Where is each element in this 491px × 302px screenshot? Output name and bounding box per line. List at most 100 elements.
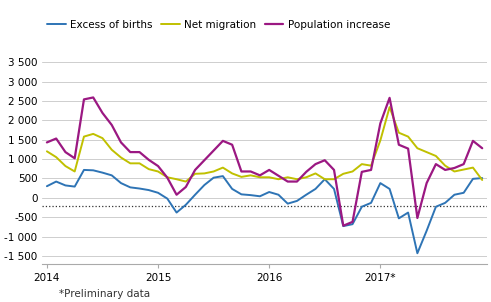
Excess of births: [350, 222, 355, 226]
Excess of births: [164, 197, 170, 201]
Population increase: [405, 147, 411, 150]
Net migration: [479, 178, 485, 182]
Population increase: [257, 174, 263, 177]
Net migration: [220, 166, 226, 169]
Net migration: [164, 175, 170, 179]
Population increase: [192, 168, 198, 172]
Net migration: [81, 135, 87, 138]
Population increase: [239, 170, 245, 173]
Population increase: [470, 139, 476, 143]
Population increase: [285, 180, 291, 183]
Population increase: [220, 139, 226, 143]
Text: *Preliminary data: *Preliminary data: [59, 289, 150, 299]
Excess of births: [313, 187, 319, 191]
Excess of births: [368, 201, 374, 205]
Net migration: [90, 132, 96, 136]
Population increase: [461, 162, 466, 166]
Net migration: [211, 170, 217, 173]
Population increase: [155, 164, 161, 168]
Population increase: [350, 220, 355, 224]
Excess of births: [275, 193, 281, 197]
Excess of births: [201, 183, 207, 187]
Net migration: [109, 148, 115, 152]
Net migration: [146, 167, 152, 171]
Net migration: [127, 162, 133, 165]
Net migration: [386, 105, 392, 109]
Population increase: [451, 166, 457, 170]
Excess of births: [109, 174, 115, 177]
Excess of births: [303, 193, 309, 197]
Population increase: [340, 224, 346, 227]
Population increase: [248, 170, 254, 173]
Excess of births: [155, 191, 161, 194]
Excess of births: [146, 188, 152, 192]
Excess of births: [53, 180, 59, 183]
Population increase: [127, 150, 133, 154]
Population increase: [331, 168, 337, 172]
Net migration: [405, 135, 411, 138]
Net migration: [229, 172, 235, 175]
Excess of births: [322, 177, 327, 181]
Net migration: [451, 170, 457, 173]
Net migration: [257, 175, 263, 179]
Excess of births: [229, 187, 235, 191]
Excess of births: [340, 224, 346, 228]
Net migration: [424, 150, 430, 154]
Net migration: [414, 146, 420, 150]
Excess of births: [461, 191, 466, 194]
Net migration: [331, 177, 337, 181]
Line: Net migration: Net migration: [47, 107, 482, 182]
Excess of births: [118, 181, 124, 185]
Population increase: [229, 143, 235, 146]
Excess of births: [470, 177, 476, 181]
Excess of births: [424, 229, 430, 233]
Population increase: [433, 162, 439, 166]
Line: Population increase: Population increase: [47, 98, 482, 226]
Population increase: [313, 162, 319, 166]
Population increase: [359, 170, 365, 174]
Net migration: [53, 155, 59, 159]
Population increase: [136, 150, 142, 154]
Net migration: [442, 164, 448, 168]
Population increase: [90, 96, 96, 99]
Net migration: [62, 164, 68, 168]
Excess of births: [127, 185, 133, 189]
Population increase: [322, 159, 327, 162]
Net migration: [183, 180, 189, 183]
Excess of births: [100, 171, 106, 175]
Population increase: [183, 185, 189, 189]
Net migration: [294, 177, 300, 181]
Excess of births: [183, 203, 189, 207]
Net migration: [72, 170, 78, 173]
Net migration: [275, 177, 281, 181]
Legend: Excess of births, Net migration, Population increase: Excess of births, Net migration, Populat…: [48, 20, 390, 30]
Excess of births: [72, 185, 78, 188]
Population increase: [396, 143, 402, 146]
Excess of births: [239, 193, 245, 196]
Population increase: [146, 158, 152, 162]
Net migration: [359, 162, 365, 166]
Population increase: [442, 168, 448, 172]
Net migration: [174, 177, 180, 181]
Population increase: [174, 193, 180, 197]
Line: Excess of births: Excess of births: [47, 170, 482, 253]
Excess of births: [378, 181, 383, 185]
Excess of births: [192, 193, 198, 197]
Net migration: [433, 154, 439, 158]
Net migration: [368, 164, 374, 168]
Net migration: [350, 170, 355, 173]
Excess of births: [414, 252, 420, 255]
Net migration: [44, 149, 50, 153]
Net migration: [396, 131, 402, 134]
Population increase: [266, 168, 272, 172]
Net migration: [239, 175, 245, 179]
Excess of births: [331, 187, 337, 191]
Population increase: [294, 180, 300, 183]
Population increase: [118, 141, 124, 144]
Excess of births: [359, 205, 365, 209]
Excess of births: [285, 202, 291, 205]
Excess of births: [433, 205, 439, 209]
Population increase: [303, 170, 309, 174]
Population increase: [62, 150, 68, 154]
Net migration: [192, 172, 198, 176]
